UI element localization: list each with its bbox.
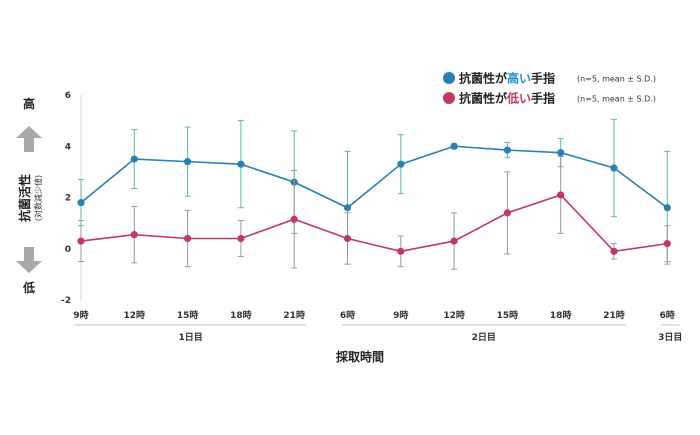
data-point — [184, 158, 192, 166]
x-tick-label: 21時 — [283, 309, 305, 321]
x-axis: 9時 12時 15時 18時 21時 6時 9時 12時 15時 18時 21時 6時 1日目 2日目 3日… — [73, 309, 682, 343]
series-1 — [77, 118, 671, 265]
data-point — [290, 215, 298, 223]
series-layer — [77, 118, 671, 270]
data-point — [130, 231, 138, 239]
high-label: 高 — [23, 96, 35, 111]
x-tick-label: 15時 — [177, 309, 199, 321]
data-point — [397, 160, 405, 168]
data-point — [450, 142, 458, 150]
data-point — [610, 164, 618, 172]
day-label: 1日目 — [178, 332, 202, 343]
data-point — [450, 237, 458, 245]
series-line — [80, 145, 668, 209]
series-2 — [77, 156, 671, 270]
day-label: 3日目 — [658, 332, 682, 343]
data-point — [77, 237, 85, 245]
low-label: 低 — [22, 280, 35, 295]
data-point — [663, 240, 671, 248]
data-point — [557, 149, 565, 157]
x-tick-label: 12時 — [443, 309, 465, 321]
x-tick-label: 6時 — [660, 309, 675, 321]
y-tick-label: 6 — [65, 91, 71, 101]
high-arrow-icon — [16, 126, 42, 152]
y-tick-label: 0 — [65, 245, 71, 255]
x-tick-label: 15時 — [497, 309, 519, 321]
x-tick-label: 9時 — [393, 309, 408, 321]
x-tick-label: 18時 — [550, 309, 572, 321]
x-tick-label: 6時 — [340, 309, 355, 321]
x-tick-label: 18時 — [230, 309, 252, 321]
data-point — [77, 199, 85, 207]
data-point — [343, 234, 352, 243]
data-point — [237, 234, 245, 243]
y-tick-label: -2 — [61, 296, 71, 306]
low-arrow-icon — [16, 247, 42, 273]
data-point — [184, 234, 192, 243]
y-axis: -2 0 2 4 6 — [61, 91, 82, 306]
legend-marker — [443, 92, 455, 104]
x-axis-title: 採取時間 — [336, 349, 384, 364]
y-axis-title: 抗菌活性 — [17, 174, 32, 222]
legend-label: 抗菌性が高い手指 — [459, 71, 555, 86]
data-point — [397, 247, 405, 255]
x-tick-label: 12時 — [124, 309, 146, 321]
y-tick-label: 2 — [65, 194, 71, 204]
data-point — [130, 155, 138, 163]
data-point — [557, 191, 565, 199]
legend: 抗菌性が高い手指 (n=5, mean ± S.D.) 抗菌性が低い手指 (n=5, … — [443, 71, 656, 106]
y-axis-subtitle: (対数減少値) — [33, 175, 43, 221]
data-point — [503, 146, 511, 154]
x-tick-label: 9時 — [73, 309, 88, 321]
data-point — [663, 204, 671, 212]
legend-note: (n=5, mean ± S.D.) — [577, 75, 656, 84]
legend-label: 抗菌性が低い手指 — [459, 91, 555, 106]
legend-marker — [443, 72, 455, 84]
day-label: 2日目 — [472, 332, 496, 343]
legend-note: (n=5, mean ± S.D.) — [577, 95, 656, 104]
data-point — [343, 204, 352, 212]
series-line — [80, 194, 668, 253]
data-point — [503, 209, 511, 217]
data-point — [237, 160, 245, 168]
y-tick-label: 4 — [65, 142, 71, 152]
x-tick-label: 21時 — [603, 309, 625, 321]
data-point — [610, 247, 618, 255]
